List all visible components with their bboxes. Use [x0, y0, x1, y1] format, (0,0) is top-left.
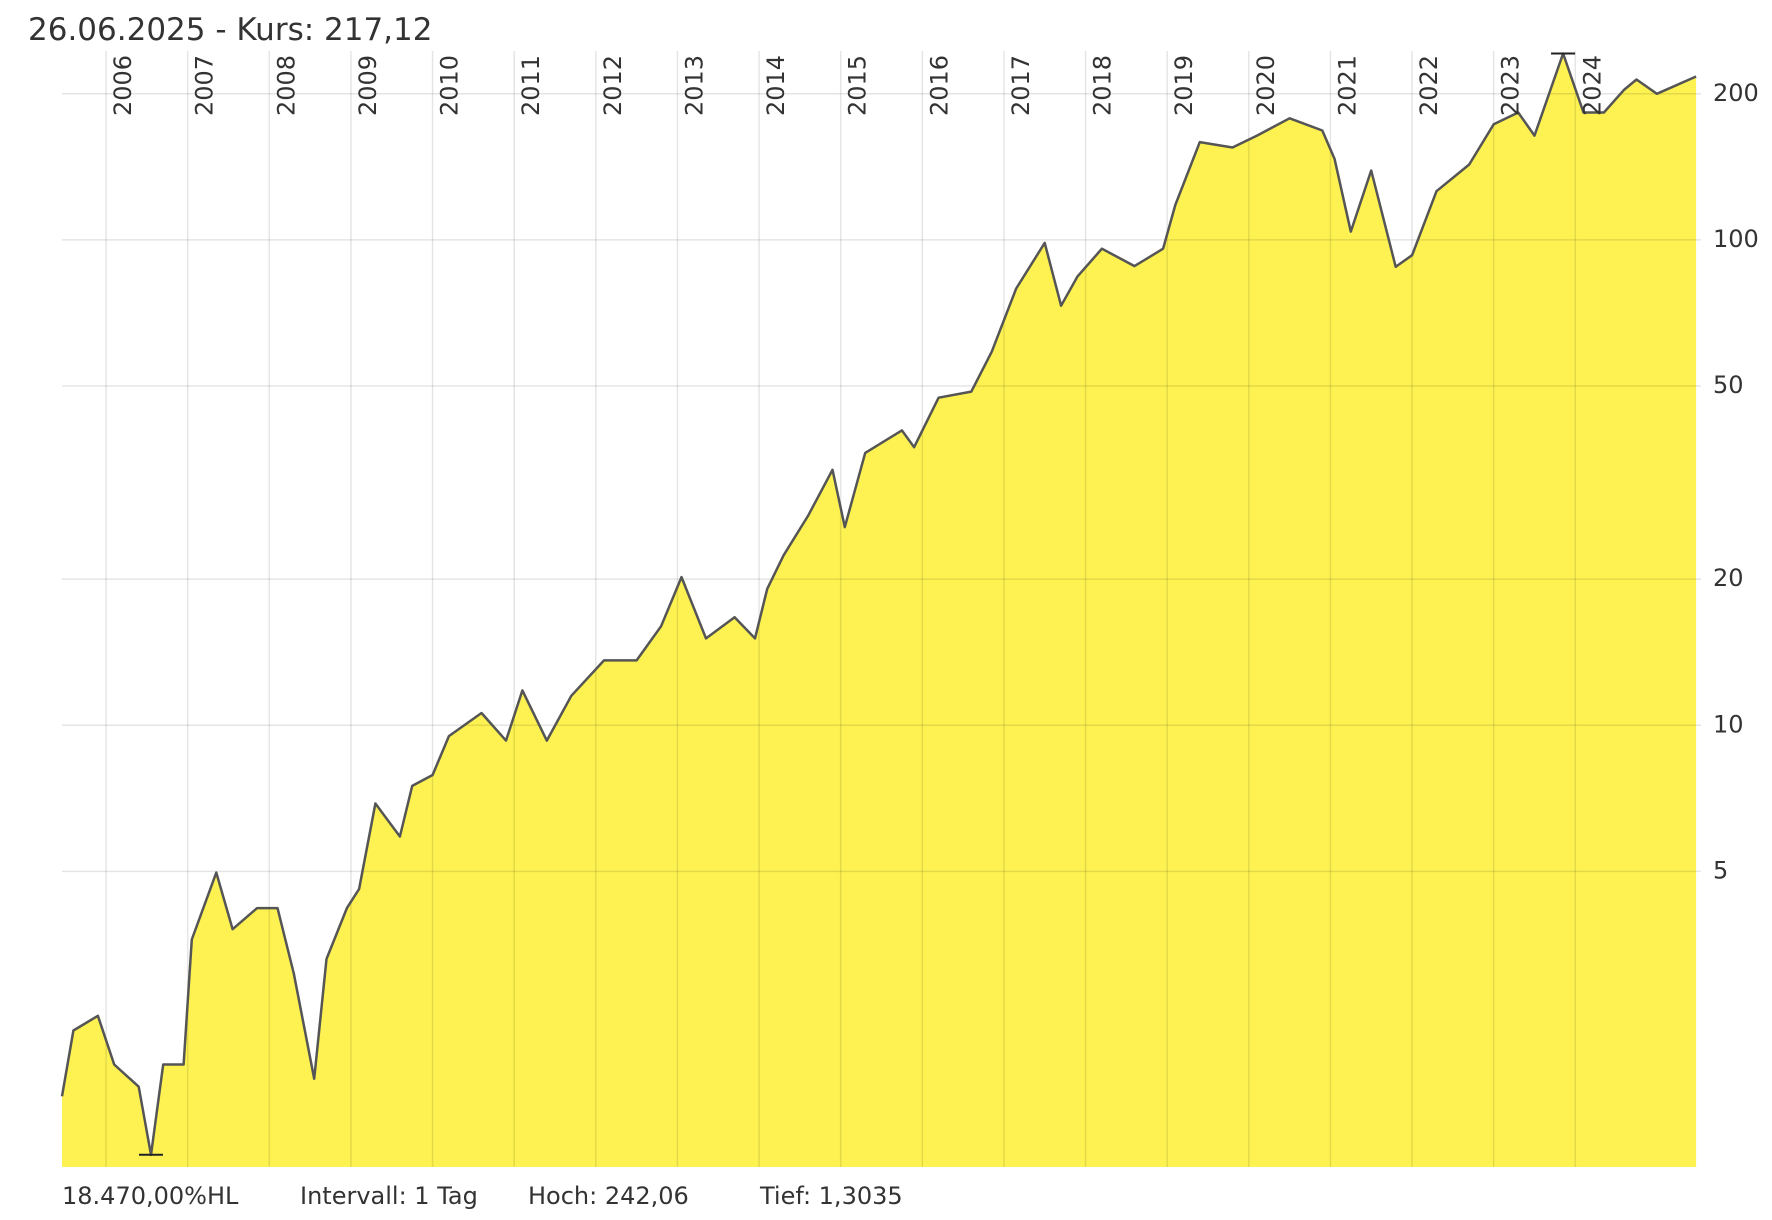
x-tick-label: 2020: [1252, 55, 1280, 116]
x-tick-label: 2008: [272, 55, 300, 116]
x-tick-label: 2006: [109, 55, 137, 116]
x-tick-label: 2011: [517, 55, 545, 116]
x-tick-label: 2014: [762, 55, 790, 116]
x-tick-label: 2019: [1170, 55, 1198, 116]
x-tick-label: 2017: [1007, 55, 1035, 116]
x-tick-label: 2007: [191, 55, 219, 116]
footer-text: Intervall: 1 Tag: [300, 1182, 478, 1210]
x-tick-label: 2013: [680, 55, 708, 116]
x-tick-label: 2010: [436, 55, 464, 116]
x-tick-label: 2022: [1415, 55, 1443, 116]
y-tick-label: 50: [1713, 371, 1744, 399]
y-tick-label: 100: [1713, 225, 1759, 253]
chart-title: 26.06.2025 - Kurs: 217,12: [28, 12, 432, 48]
area: [62, 53, 1697, 1167]
x-tick-label: 2009: [354, 55, 382, 116]
y-tick-label: 10: [1713, 710, 1744, 738]
footer-text: Tief: 1,3035: [759, 1182, 903, 1210]
x-tick-label: 2015: [844, 55, 872, 116]
x-tick-label: 2023: [1497, 55, 1525, 116]
footer-text: Hoch: 242,06: [528, 1182, 689, 1210]
y-tick-label: 200: [1713, 79, 1759, 107]
x-tick-label: 2018: [1089, 55, 1117, 116]
y-tick-label: 5: [1713, 856, 1728, 884]
x-tick-label: 2012: [599, 55, 627, 116]
price-line: [60, 52, 1697, 1157]
x-tick-label: 2024: [1578, 55, 1606, 116]
x-tick-label: 2021: [1333, 55, 1361, 116]
x-tick-label: 2016: [925, 55, 953, 116]
footer-text: 18.470,00%HL: [62, 1182, 239, 1210]
y-tick-label: 20: [1713, 564, 1744, 592]
